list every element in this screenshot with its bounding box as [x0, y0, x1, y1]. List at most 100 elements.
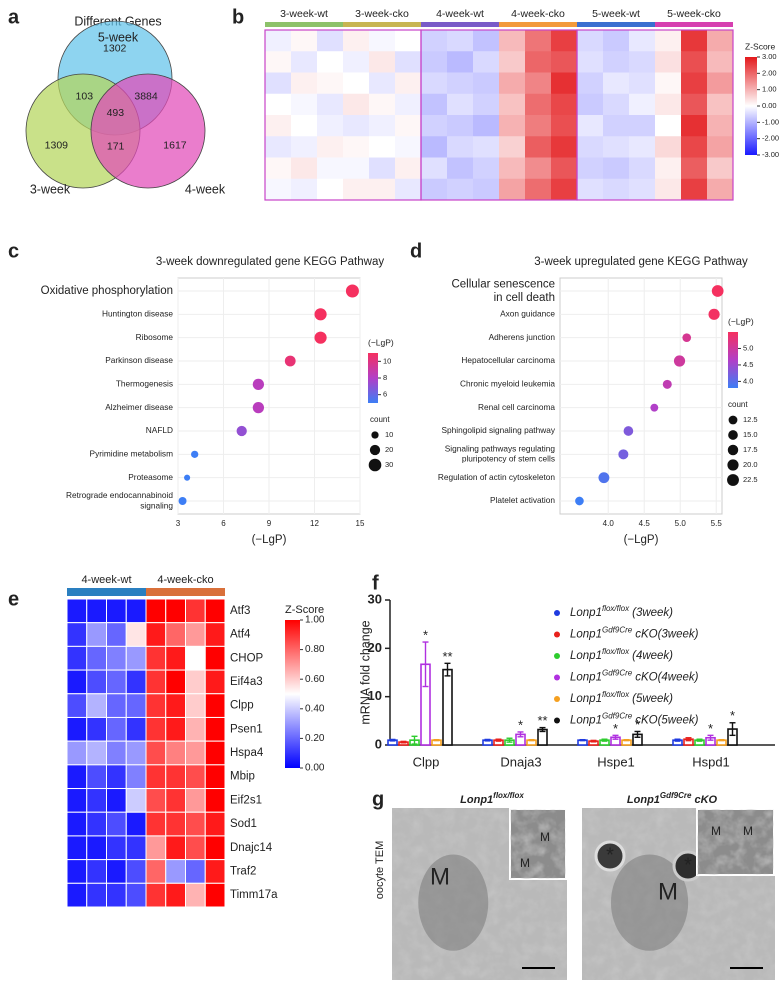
heatmap-cell: [655, 136, 682, 158]
heatmap-cell: [145, 882, 167, 908]
heatmap-cell: [66, 788, 88, 813]
x-tick-label: 15: [356, 519, 365, 528]
heatmap-cell: [291, 157, 318, 180]
legend-genotype: Gdf9Cre: [602, 625, 633, 634]
heatmap-cell: [473, 157, 500, 180]
x-tick-label: 5.0: [675, 519, 687, 528]
heatmap-cell: [655, 30, 682, 52]
legend-marker: [554, 696, 560, 702]
heatmap-cell: [369, 178, 396, 201]
heatmap-cell: [106, 645, 127, 671]
size-legend-dot: [727, 459, 739, 471]
legend-label: Lonp1Gdf9Cre cKO(3week): [570, 625, 699, 640]
heatmap-cell: [86, 882, 107, 908]
legend-gene: Lonp1: [570, 672, 602, 684]
image-title: Lonp1Gdf9Cre cKO: [627, 791, 718, 806]
panel-letter: f: [372, 572, 379, 594]
dot: [252, 402, 265, 414]
error-bar: [623, 738, 630, 742]
legend-marker: [554, 674, 560, 681]
category-label: NAFLD: [146, 425, 173, 435]
size-legend-label: 17.5: [743, 445, 758, 454]
venn-count: 103: [76, 90, 94, 102]
dot: [236, 425, 247, 437]
significance: *: [730, 708, 735, 723]
legend-marker: [554, 653, 560, 659]
category-label: Cellular senescence: [451, 278, 555, 290]
heatmap-cell: [106, 622, 127, 647]
heatmap-cell: [707, 178, 734, 201]
colorbar-tick-label: 10: [383, 356, 391, 365]
legend-label: Lonp1Gdf9Cre cKO(4week): [570, 668, 699, 683]
heatmap-cell: [86, 740, 107, 766]
significance: *: [518, 717, 523, 732]
heatmap-cell: [317, 178, 344, 201]
heatmap-cell: [369, 115, 396, 137]
category-label: Parkinson disease: [105, 355, 173, 365]
heatmap-cell: [165, 622, 186, 647]
legend-group: cKO(3week): [635, 629, 698, 641]
heatmap-cell: [499, 136, 526, 158]
panel-letter: b: [232, 6, 244, 28]
colorbar-tick-label: 2.00: [762, 68, 777, 77]
colorbar-tick-label: 4.0: [743, 376, 753, 385]
heatmap-cell: [165, 645, 186, 671]
heatmap-cell: [421, 115, 448, 137]
colorbar: [285, 620, 300, 768]
heatmap-cell: [204, 788, 226, 813]
category-label: Retrograde endocannabinoid: [66, 490, 173, 500]
category-label: Thermogenesis: [116, 379, 173, 389]
size-legend-dot: [728, 430, 738, 440]
heatmap-cell: [603, 178, 630, 201]
dot: [598, 472, 610, 484]
x-tick-label: 4.0: [603, 519, 615, 528]
category-label: Alzheimer disease: [105, 402, 173, 412]
size-legend-title: count: [728, 400, 748, 409]
heatmap-cell: [86, 598, 107, 624]
x-tick-label: Clpp: [413, 754, 440, 769]
heatmap-cell: [395, 93, 422, 116]
legend-marker: [554, 631, 560, 638]
heatmap-cell: [125, 598, 147, 624]
heatmap-cell: [145, 716, 167, 742]
heatmap-cell: [577, 72, 604, 95]
heatmap-cell: [125, 645, 147, 671]
image-annotation: M: [430, 863, 450, 890]
error-bar: [674, 738, 681, 742]
venn-set-label: 3-week: [30, 182, 71, 196]
heatmap-cell: [86, 764, 107, 790]
heatmap-cell: [165, 835, 186, 861]
heatmap-cell: [106, 693, 127, 718]
size-legend-label: 20.0: [743, 460, 758, 469]
heatmap-cell: [395, 72, 422, 95]
heatmap-cell: [66, 764, 88, 790]
heatmap-cell: [473, 51, 500, 73]
size-legend-label: 15.0: [743, 430, 758, 439]
heatmap-cell: [185, 693, 206, 718]
venn-set-label: 5-week: [98, 30, 139, 44]
image-annotation: M: [743, 824, 753, 838]
image-title-part: Lonp1: [627, 794, 660, 806]
size-legend-label: 20: [385, 445, 393, 454]
heatmap-cell: [185, 788, 206, 813]
heatmap-cell: [265, 136, 292, 158]
x-tick-label: 4.5: [639, 519, 651, 528]
category-label: Pyrimidine metabolism: [90, 449, 174, 459]
heatmap-cell: [125, 811, 147, 837]
colorbar-tick-label: 1.00: [305, 615, 325, 626]
heatmap-cell: [317, 30, 344, 52]
vacuole: [594, 840, 626, 872]
colorbar-tick-label: -3.00: [762, 150, 779, 159]
heatmap-cell: [185, 645, 206, 671]
heatmap-cell: [317, 115, 344, 137]
image-annotation: M: [658, 878, 678, 905]
heatmap-cell: [499, 157, 526, 180]
heatmap-cell: [145, 598, 167, 624]
heatmap-cell: [447, 30, 474, 52]
heatmap-cell: [655, 157, 682, 180]
heatmap-cell: [145, 764, 167, 790]
dot: [191, 450, 199, 458]
legend-gene: Lonp1: [570, 715, 602, 727]
heatmap-cell: [707, 115, 734, 137]
size-legend-dot: [371, 431, 379, 439]
